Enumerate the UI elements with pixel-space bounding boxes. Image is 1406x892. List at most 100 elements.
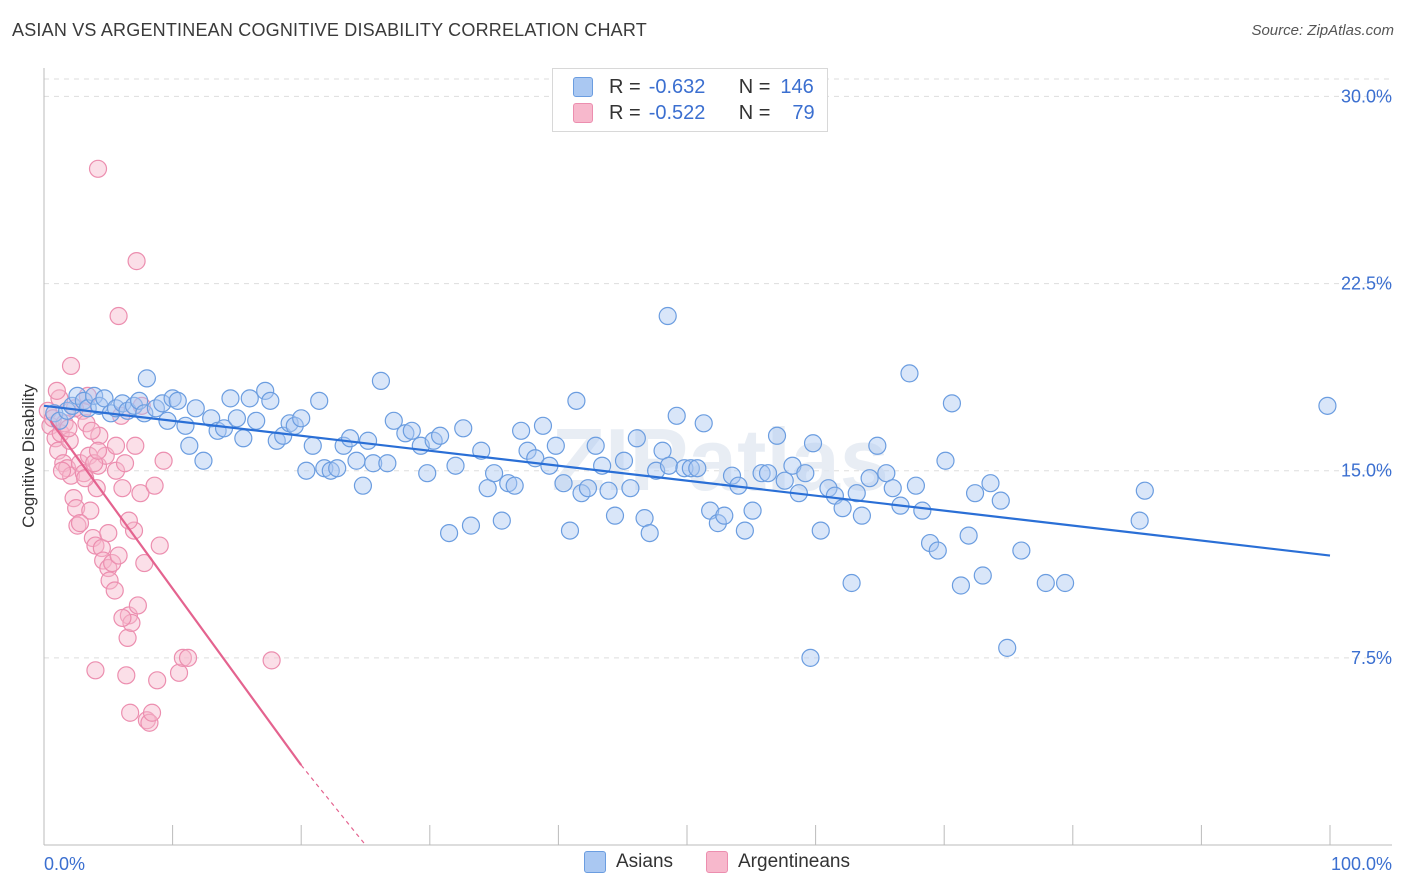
asian-point — [811, 521, 830, 540]
argentinean-point — [88, 159, 108, 178]
asian-point — [614, 451, 634, 470]
asian-point — [378, 454, 397, 473]
asian-point — [1036, 573, 1055, 593]
asian-point — [364, 454, 383, 473]
y-tick-label: 7.5% — [1351, 648, 1392, 668]
y-tick-label: 30.0% — [1341, 86, 1392, 106]
asian-point — [186, 399, 205, 418]
grid-lines — [44, 78, 1392, 659]
series-asians — [45, 306, 1337, 667]
asian-trend-line — [43, 404, 1331, 557]
x-tick-label: 100.0% — [1331, 854, 1392, 874]
asian-point — [1055, 573, 1075, 593]
argentinean-point — [105, 581, 124, 600]
asian-point — [261, 391, 280, 410]
asian-point — [965, 484, 985, 503]
argentinean-point — [127, 252, 146, 271]
asian-point — [801, 648, 820, 667]
asian-point — [303, 436, 322, 455]
argentinean-point — [100, 571, 119, 590]
asian-point — [439, 523, 459, 543]
argentinean-point — [142, 703, 162, 722]
argentinean-point — [145, 476, 164, 495]
asian-point — [981, 474, 1000, 493]
argentinean-point — [82, 421, 101, 440]
asian-point — [675, 459, 694, 478]
asian-point — [906, 476, 926, 495]
asian-point — [567, 391, 586, 410]
legend-r-value: -0.632 — [648, 75, 706, 98]
asian-point — [722, 466, 742, 485]
asian-point — [124, 396, 144, 415]
asian-point — [358, 431, 378, 450]
asian-point — [758, 464, 778, 483]
bottom-legend-argentineans: Argentineans — [706, 851, 850, 873]
bottom-legend-swatch-argentineans — [706, 851, 728, 873]
argentinean-point — [88, 441, 108, 460]
argentinean-point — [150, 536, 169, 555]
asian-point — [767, 426, 787, 445]
argentinean-point — [52, 461, 72, 480]
x-tick-labels: 0.0% 100.0% — [44, 854, 1392, 874]
asian-point — [775, 471, 794, 490]
asian-point — [605, 506, 625, 525]
asian-point — [694, 414, 713, 433]
argentinean-point — [47, 381, 66, 400]
argentinean-point — [169, 663, 189, 682]
axes — [43, 68, 1392, 846]
bottom-legend-swatch-asians — [584, 851, 606, 873]
argentinean-point — [109, 306, 128, 326]
asian-point — [560, 521, 580, 540]
asian-point — [518, 441, 537, 460]
asian-point — [860, 469, 879, 488]
asian-point — [735, 521, 754, 540]
argentinean-point — [148, 671, 167, 690]
asian-point — [1318, 396, 1337, 415]
asian-point — [153, 394, 172, 413]
asian-point — [1012, 541, 1031, 560]
argentinean-point — [81, 501, 100, 520]
argentinean-point — [68, 516, 87, 535]
asian-point — [485, 464, 504, 483]
legend-n-label: N = — [738, 75, 771, 98]
argentinean-point — [115, 454, 135, 473]
argentinean-point — [262, 651, 281, 670]
asian-point — [796, 464, 815, 483]
asian-point — [430, 426, 450, 445]
argentinean-point — [117, 666, 136, 685]
asian-point — [928, 541, 947, 560]
argentinean-point — [118, 628, 137, 647]
argentinean-point — [131, 484, 150, 503]
asian-point — [659, 456, 679, 475]
argentinean-point — [86, 661, 105, 680]
asian-point — [446, 456, 465, 475]
bottom-legend-label-asians: Asians — [616, 851, 674, 872]
asian-point — [472, 441, 491, 460]
legend-row-argentineans: R = -0.522 N = 79 — [573, 100, 815, 126]
asian-point — [533, 416, 553, 435]
asian-point — [234, 429, 253, 448]
asian-point — [667, 406, 686, 425]
asian-point — [58, 401, 77, 420]
asian-point — [310, 391, 329, 410]
legend-r-label: R = — [609, 101, 641, 124]
asian-point — [454, 419, 473, 438]
argentinean-point — [113, 608, 132, 628]
legend-n-value: 79 — [792, 101, 815, 124]
asian-point — [752, 464, 771, 483]
asian-point — [998, 638, 1017, 657]
asian-point — [681, 459, 700, 478]
asian-point — [1130, 511, 1149, 530]
asian-point — [297, 461, 316, 480]
asian-point — [221, 389, 240, 408]
legend-r-label: R = — [609, 75, 641, 98]
legend-n-value: 146 — [780, 75, 814, 98]
y-tick-label: 15.0% — [1341, 461, 1392, 481]
asian-point — [973, 566, 992, 585]
asian-point — [640, 523, 659, 543]
asian-point — [418, 464, 437, 483]
argentinean-point — [173, 648, 192, 667]
y-tick-labels: 7.5% 15.0% 22.5% 30.0% — [1341, 86, 1392, 667]
asian-point — [1135, 481, 1154, 500]
